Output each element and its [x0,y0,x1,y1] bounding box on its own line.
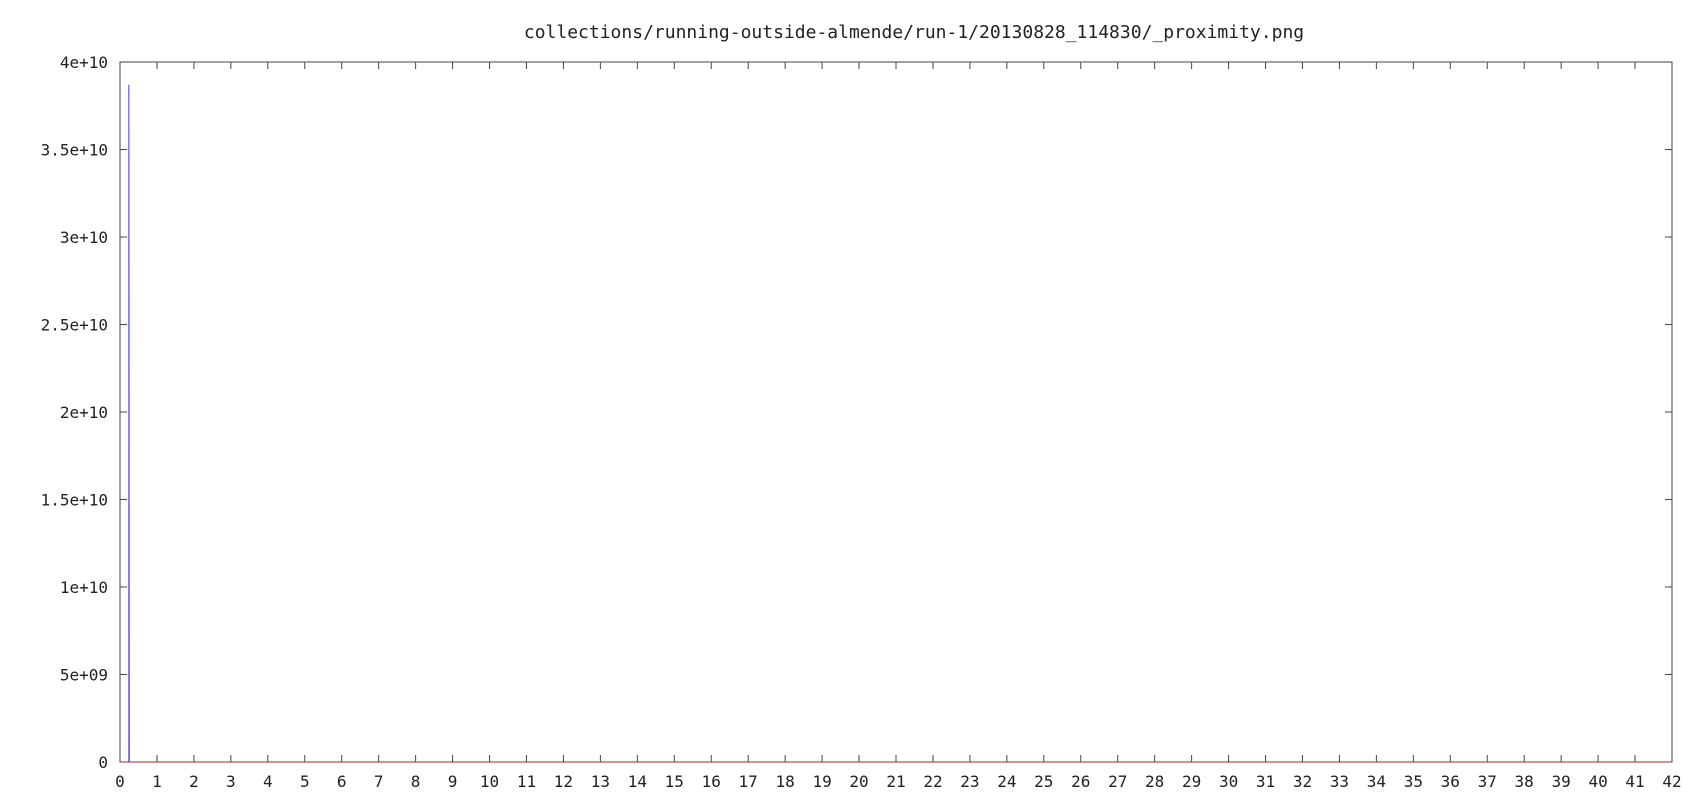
x-tick-label: 5 [300,772,310,791]
y-tick-label: 2.5e+10 [41,316,108,335]
y-axis: 0 5e+09 1e+10 1.5e+10 2e+10 2.5e+10 3e+10 3.5e+… [41,53,1672,772]
x-tick-label: 23 [960,772,979,791]
y-tick-label: 5e+09 [60,666,108,685]
chart-title: collections/running-outside-almende/run-… [524,22,1304,43]
x-tick-label: 21 [886,772,905,791]
x-tick-label: 4 [263,772,273,791]
x-tick-label: 16 [702,772,721,791]
y-tick-label: 0 [98,753,108,772]
x-tick-label: 30 [1219,772,1238,791]
x-tick-label: 38 [1515,772,1534,791]
x-tick-label: 22 [923,772,942,791]
x-tick-label: 3 [226,772,236,791]
y-tick-label: 2e+10 [60,403,108,422]
x-tick-label: 39 [1552,772,1571,791]
plot-series [120,84,1672,763]
x-tick-label: 42 [1662,772,1681,791]
x-tick-label: 14 [628,772,647,791]
x-tick-label: 28 [1145,772,1164,791]
x-tick-label: 20 [849,772,868,791]
x-tick-label: 18 [776,772,795,791]
x-axis: 0 1 2 3 4 5 6 7 8 9 10 11 12 13 14 15 16 17 18 19 20 21 22 23 24… [115,62,1682,791]
y-tick-label: 1.5e+10 [41,491,108,510]
x-tick-label: 36 [1441,772,1460,791]
x-tick-label: 15 [665,772,684,791]
x-tick-label: 2 [189,772,199,791]
y-tick-label: 3e+10 [60,228,108,247]
x-tick-label: 37 [1478,772,1497,791]
x-tick-label: 9 [448,772,458,791]
x-tick-label: 1 [152,772,162,791]
plot-frame [119,61,1673,763]
x-tick-label: 12 [554,772,573,791]
y-tick-label: 3.5e+10 [41,141,108,160]
x-tick-label: 17 [739,772,758,791]
x-tick-label: 6 [337,772,347,791]
x-tick-label: 32 [1293,772,1312,791]
x-tick-label: 34 [1367,772,1386,791]
x-tick-label: 27 [1108,772,1127,791]
x-tick-label: 29 [1182,772,1201,791]
x-tick-label: 40 [1588,772,1607,791]
x-tick-label: 26 [1071,772,1090,791]
x-tick-label: 11 [517,772,536,791]
x-tick-label: 8 [411,772,421,791]
x-tick-label: 13 [591,772,610,791]
x-tick-label: 25 [1034,772,1053,791]
y-tick-label: 4e+10 [60,53,108,72]
x-tick-label: 31 [1256,772,1275,791]
x-tick-label: 33 [1330,772,1349,791]
x-tick-label: 19 [812,772,831,791]
x-tick-label: 35 [1404,772,1423,791]
x-tick-label: 41 [1625,772,1644,791]
x-tick-label: 10 [480,772,499,791]
x-tick-label: 24 [997,772,1016,791]
y-tick-label: 1e+10 [60,578,108,597]
x-tick-label: 7 [374,772,384,791]
x-tick-label: 0 [115,772,125,791]
